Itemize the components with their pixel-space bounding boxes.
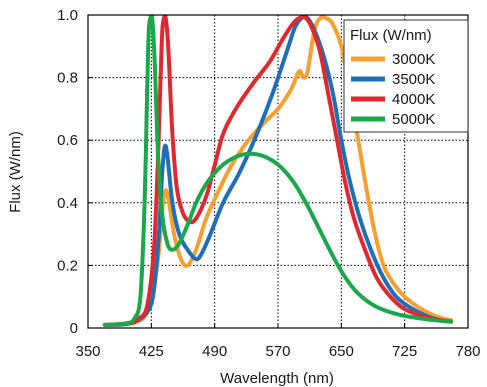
y-tick-label: 0 [70, 320, 78, 337]
x-axis-label: Wavelength (nm) [220, 370, 334, 387]
series-line-3000k [102, 15, 454, 327]
y-tick-label: 0.6 [57, 132, 78, 149]
legend-title: Flux (W/nm) [350, 27, 432, 44]
y-tick-label: 0.8 [57, 70, 78, 87]
x-tick-label: 570 [265, 343, 290, 360]
legend-label-3500k: 3500K [392, 71, 435, 88]
series-lines [102, 15, 454, 327]
series-line-4000k [102, 15, 454, 327]
y-tick-label: 0.4 [57, 195, 78, 212]
series-line-3500k [102, 15, 454, 327]
legend-label-5000k: 5000K [392, 111, 435, 128]
x-tick-label: 650 [329, 343, 354, 360]
legend-label-4000k: 4000K [392, 91, 435, 108]
x-tick-label: 490 [202, 343, 227, 360]
x-tick-label: 725 [392, 343, 417, 360]
legend-label-3000k: 3000K [392, 51, 435, 68]
legend-box [343, 19, 469, 133]
x-tick-label: 780 [455, 343, 480, 360]
legend-items: 3000K 3500K 4000K 5000K [351, 51, 435, 128]
x-tick-label: 350 [75, 343, 100, 360]
y-axis-label: Flux (W/nm) [7, 131, 24, 213]
axis-ticks: 350 425 490 570 650 725 780 0 0.2 0.4 0.6 0.8 1.0 [57, 7, 480, 360]
legend: Flux (W/nm) 3000K 3500K 4000K 5000K [343, 19, 469, 133]
y-tick-label: 0.2 [57, 257, 78, 274]
series-line-5000k [102, 15, 454, 327]
x-tick-label: 425 [139, 343, 164, 360]
y-tick-label: 1.0 [57, 7, 78, 24]
